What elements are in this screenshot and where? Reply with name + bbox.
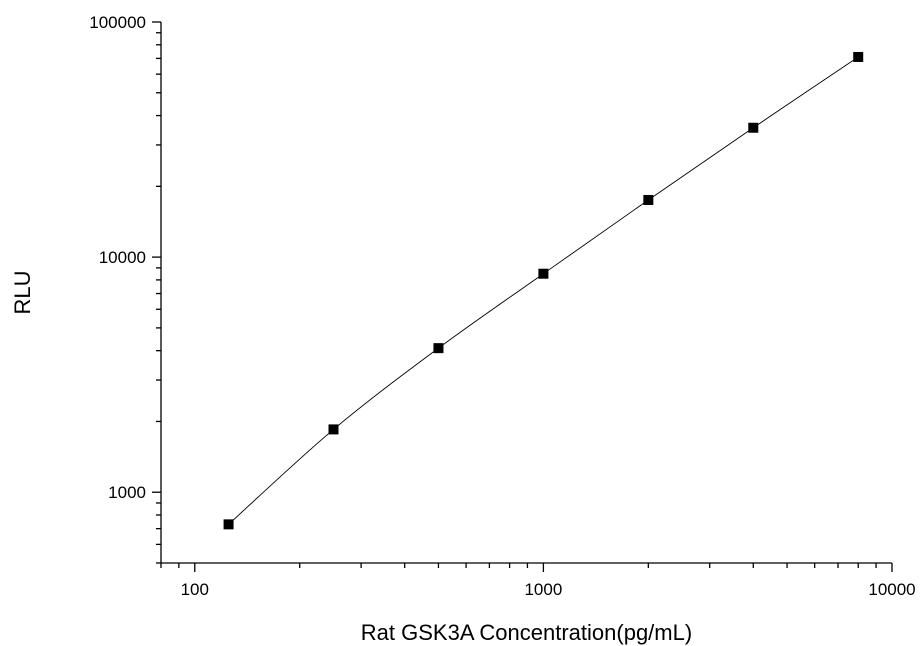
- x-tick-label: 1000: [524, 580, 562, 599]
- data-point: [433, 343, 444, 354]
- y-tick-label: 1000: [108, 483, 146, 502]
- x-tick-label: 100: [181, 580, 209, 599]
- x-axis-tick-labels: 100 1000 10000: [181, 580, 916, 599]
- y-tick-label: 10000: [99, 248, 146, 267]
- x-axis-ticks: [160, 563, 893, 572]
- y-axis-title: RLU: [10, 270, 35, 314]
- axes: [160, 22, 892, 564]
- data-point: [223, 519, 234, 530]
- y-axis-ticks: [152, 21, 161, 564]
- standard-curve-line: [228, 56, 859, 525]
- data-point: [538, 268, 549, 279]
- data-point: [328, 424, 339, 435]
- x-axis-title: Rat GSK3A Concentration(pg/mL): [361, 620, 692, 645]
- y-axis-tick-labels: 1000 10000 100000: [89, 13, 146, 502]
- data-points: [223, 51, 864, 530]
- data-point: [853, 51, 864, 62]
- data-point: [643, 194, 654, 205]
- x-tick-label: 10000: [868, 580, 915, 599]
- data-point: [748, 122, 759, 133]
- y-tick-label: 100000: [89, 13, 146, 32]
